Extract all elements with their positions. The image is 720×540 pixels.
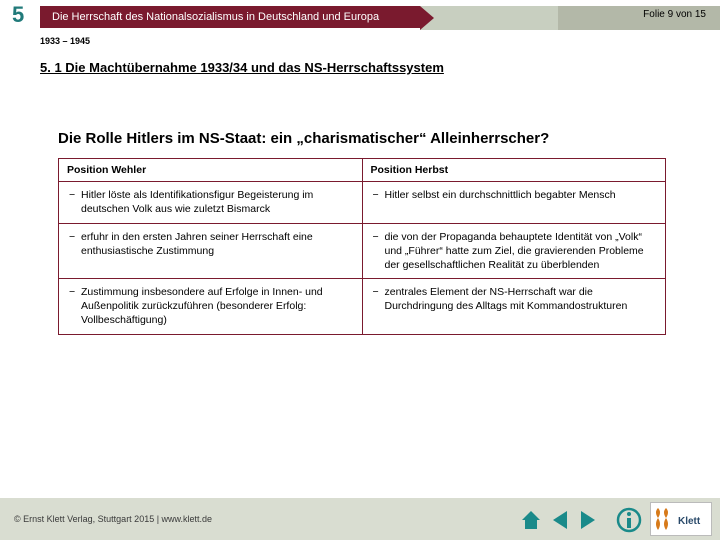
table-cell: die von der Propaganda behauptete Identi… (363, 224, 666, 279)
chapter-number: 5 (12, 2, 24, 28)
prev-icon[interactable] (548, 507, 572, 533)
slide-counter: Folie 9 von 15 (643, 9, 706, 20)
table-header-row: Position Wehler Position Herbst (59, 159, 665, 182)
table-cell: Zustimmung insbesondere auf Erfolge in I… (59, 279, 363, 334)
copyright-text: © Ernst Klett Verlag, Stuttgart 2015 | w… (14, 514, 212, 524)
table-cell: Hitler selbst ein durchschnittlich begab… (363, 182, 666, 222)
table-row: Zustimmung insbesondere auf Erfolge in I… (59, 279, 665, 334)
table-cell: Hitler löste als Identifikationsfigur Be… (59, 182, 363, 222)
klett-logo: Klett (650, 502, 712, 536)
nav-controls (518, 507, 642, 533)
header: 5 Die Herrschaft des Nationalsozialismus… (0, 0, 720, 34)
table-header-left: Position Wehler (59, 159, 363, 181)
table-row: Hitler löste als Identifikationsfigur Be… (59, 182, 665, 223)
next-icon[interactable] (576, 507, 600, 533)
section-title: 5. 1 Die Machtübernahme 1933/34 und das … (40, 60, 444, 75)
logo-text: Klett (678, 516, 701, 527)
table-row: erfuhr in den ersten Jahren seiner Herrs… (59, 224, 665, 280)
table-cell: zentrales Element der NS-Herrschaft war … (363, 279, 666, 334)
home-icon[interactable] (518, 507, 544, 533)
comparison-table: Position Wehler Position Herbst Hitler l… (58, 158, 666, 335)
footer: © Ernst Klett Verlag, Stuttgart 2015 | w… (0, 498, 720, 540)
chapter-title-bar: Die Herrschaft des Nationalsozialismus i… (40, 6, 420, 28)
year-range: 1933 – 1945 (40, 36, 90, 46)
table-header-right: Position Herbst (363, 159, 666, 181)
table-cell: erfuhr in den ersten Jahren seiner Herrs… (59, 224, 363, 279)
slide-subtitle: Die Rolle Hitlers im NS-Staat: ein „char… (58, 130, 549, 147)
info-icon[interactable] (616, 507, 642, 533)
